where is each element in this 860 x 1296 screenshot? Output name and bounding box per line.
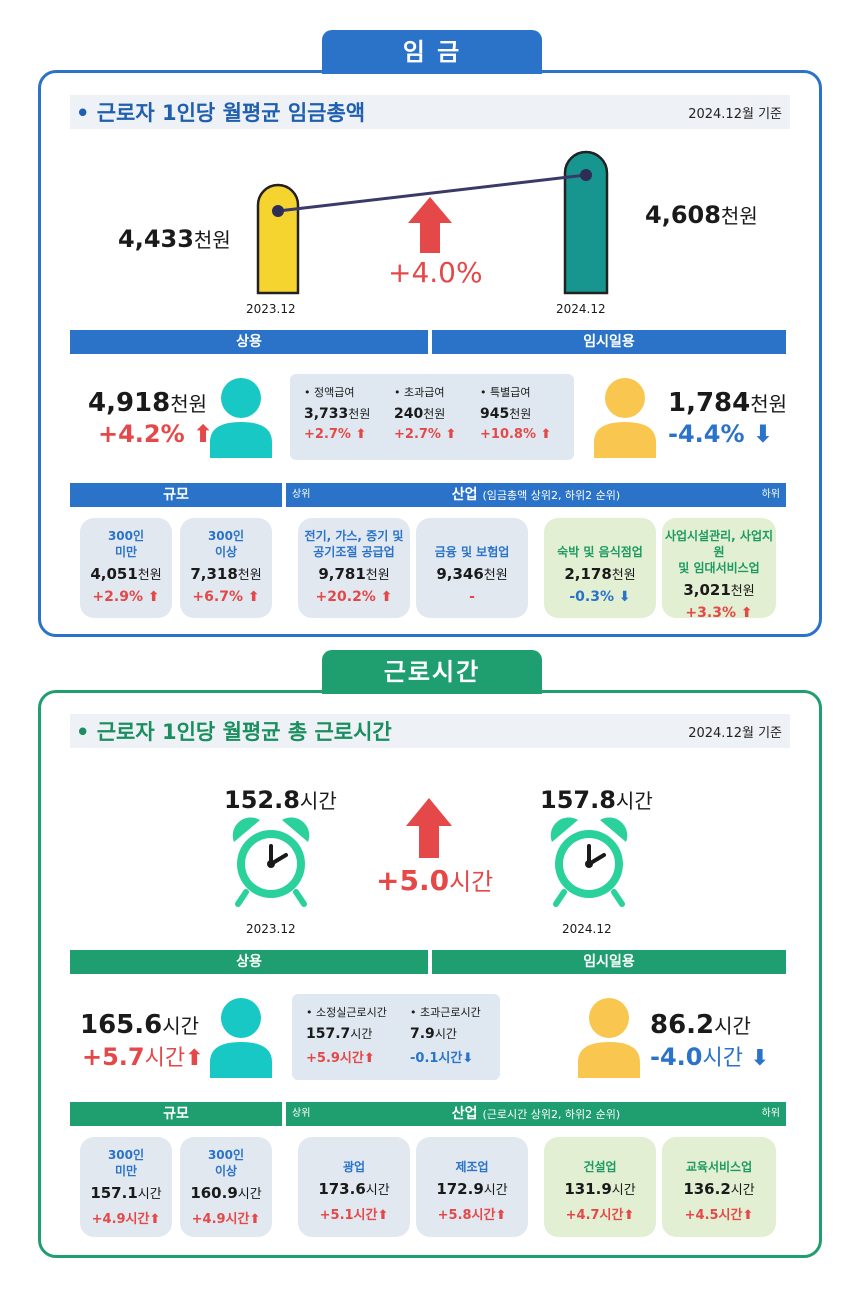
up-arrow-icon: ⬆ <box>185 1046 204 1071</box>
reference-date: 2024.12월 기준 <box>688 107 782 122</box>
regular-wage-value: 4,918천원 <box>88 388 208 418</box>
alarm-clock-icon <box>550 817 628 907</box>
wage-pillar-chart <box>256 150 609 295</box>
up-arrow-icon: ⬆ <box>184 420 214 448</box>
regular-label: 상용 <box>70 330 428 354</box>
size-card-under300: 300인 미만 4,051천원 +2.9% ⬆ <box>80 518 172 618</box>
regular-person-icon <box>210 998 272 1078</box>
down-arrow-icon: ⬇ <box>744 420 773 448</box>
regular-wage-change: +4.2% ⬆ <box>98 420 214 448</box>
wage-breakdown-box: • 정액급여 3,733천원 +2.7% ⬆ • 초과급여 240천원 +2.7… <box>290 374 574 460</box>
hours-2023-period: 2023.12 <box>246 922 296 936</box>
industry-bar: 상위 산업 (임금총액 상위2, 하위2 순위) 하위 <box>286 483 786 507</box>
regular-hours-value: 165.6시간 <box>80 1010 200 1040</box>
regular-hours-change: +5.7시간⬆ <box>82 1043 204 1071</box>
pillar-2024 <box>563 150 609 295</box>
size-card-over300: 300인 이상 160.9시간 +4.9시간⬆ <box>180 1137 272 1237</box>
wage-2024-value: 4,608천원 <box>645 201 758 229</box>
temp-wage-change: -4.4% ⬇ <box>668 420 773 448</box>
breakdown-item: • 소정실근로시간 157.7시간 +5.9시간⬆ <box>306 1006 387 1066</box>
hours-breakdown-box: • 소정실근로시간 157.7시간 +5.9시간⬆ • 초과근로시간 7.9시간… <box>292 994 500 1080</box>
regular-person-icon <box>210 378 272 458</box>
wage-header: • 근로자 1인당 월평균 임금총액 2024.12월 기준 <box>70 95 790 129</box>
temp-label: 임시일용 <box>432 950 786 974</box>
size-label: 규모 <box>70 1102 282 1126</box>
breakdown-item: • 초과근로시간 7.9시간 -0.1시간⬇ <box>410 1006 481 1066</box>
up-arrow-icon <box>408 197 452 253</box>
wage-section-tab: 임 금 <box>322 30 542 74</box>
down-arrow-icon: ⬇ <box>742 1046 770 1071</box>
hours-title: • 근로자 1인당 월평균 총 근로시간 <box>76 720 392 744</box>
industry-card: 전기, 가스, 증기 및 공기조절 공급업 9,781천원 +20.2% ⬆ <box>298 518 410 618</box>
wage-2024-period: 2024.12 <box>556 302 606 316</box>
industry-bar: 상위 산업 (근로시간 상위2, 하위2 순위) 하위 <box>286 1102 786 1126</box>
industry-card: 교육서비스업 136.2시간 +4.5시간⬆ <box>662 1137 776 1237</box>
wage-change: +4.0% <box>388 256 483 289</box>
pillar-2023 <box>256 183 300 295</box>
reference-date: 2024.12월 기준 <box>688 726 782 741</box>
up-arrow-icon <box>406 798 452 858</box>
temp-person-icon <box>594 378 656 458</box>
breakdown-item: • 특별급여 945천원 +10.8% ⬆ <box>480 386 552 442</box>
temp-hours-value: 86.2시간 <box>650 1010 751 1040</box>
industry-card: 숙박 및 음식점업 2,178천원 -0.3% ⬇ <box>544 518 656 618</box>
regular-label: 상용 <box>70 950 428 974</box>
temp-label: 임시일용 <box>432 330 786 354</box>
breakdown-item: • 정액급여 3,733천원 +2.7% ⬆ <box>304 386 371 442</box>
hours-change: +5.0시간 <box>376 864 494 897</box>
hours-header: • 근로자 1인당 월평균 총 근로시간 2024.12월 기준 <box>70 714 790 748</box>
hours-section-tab: 근로시간 <box>322 650 542 694</box>
wage-2023-period: 2023.12 <box>246 302 296 316</box>
hours-panel <box>38 690 822 1258</box>
hours-2023-value: 152.8시간 <box>224 786 337 814</box>
breakdown-item: • 초과급여 240천원 +2.7% ⬆ <box>394 386 457 442</box>
temp-hours-change: -4.0시간 ⬇ <box>650 1043 770 1071</box>
page-title: • 근로자 1인당 월평균 임금총액 <box>76 101 366 125</box>
size-card-over300: 300인 이상 7,318천원 +6.7% ⬆ <box>180 518 272 618</box>
industry-card: 금융 및 보험업 9,346천원 - <box>416 518 528 618</box>
alarm-clock-icon <box>232 817 310 907</box>
industry-card: 사업시설관리, 사업지원 및 임대서비스업 3,021천원 +3.3% ⬆ <box>662 518 776 621</box>
industry-card: 광업 173.6시간 +5.1시간⬆ <box>298 1137 410 1237</box>
size-label: 규모 <box>70 483 282 507</box>
hours-2024-period: 2024.12 <box>562 922 612 936</box>
wage-2023-value: 4,433천원 <box>118 225 231 253</box>
hours-2024-value: 157.8시간 <box>540 786 653 814</box>
industry-card: 건설업 131.9시간 +4.7시간⬆ <box>544 1137 656 1237</box>
wage-panel <box>38 70 822 637</box>
temp-wage-value: 1,784천원 <box>668 388 788 418</box>
temp-person-icon <box>578 998 640 1078</box>
industry-card: 제조업 172.9시간 +5.8시간⬆ <box>416 1137 528 1237</box>
size-card-under300: 300인 미만 157.1시간 +4.9시간⬆ <box>80 1137 172 1237</box>
